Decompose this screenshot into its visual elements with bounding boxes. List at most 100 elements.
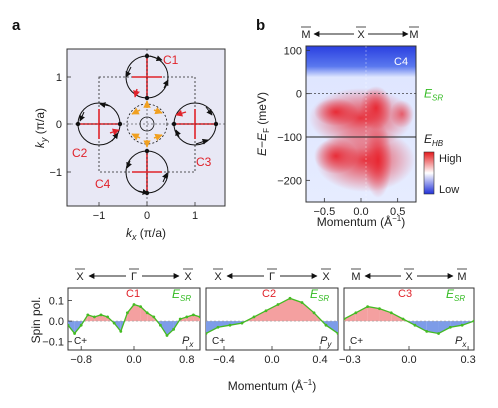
e-esr-label: ESR xyxy=(446,287,465,303)
c-loop-label: C1 xyxy=(126,288,140,300)
positive-area-segment xyxy=(134,304,141,322)
a-ytick-0: 1 xyxy=(56,72,62,84)
data-point xyxy=(288,296,292,300)
spin-arrows xyxy=(79,55,213,195)
data-point xyxy=(354,311,358,315)
data-point xyxy=(106,315,109,319)
data-point xyxy=(366,305,370,308)
b-xtick-label: −0.5 xyxy=(313,206,335,218)
positive-area-segment xyxy=(367,306,380,322)
colorbar xyxy=(423,151,435,195)
a-xtick-2: 1 xyxy=(192,210,198,222)
c-ytick-label: −0.1 xyxy=(42,337,64,349)
data-point xyxy=(152,315,156,319)
xtick-label: 0.4 xyxy=(312,354,327,366)
data-point xyxy=(68,323,70,327)
data-point xyxy=(324,323,328,327)
spin-polarization-line xyxy=(344,305,474,335)
top-symmetry-label: X xyxy=(184,271,192,283)
spin-polarization-line xyxy=(206,297,338,335)
data-point xyxy=(206,332,208,335)
a-xtick-1: 0 xyxy=(144,210,150,222)
data-point xyxy=(93,315,96,319)
data-point xyxy=(73,332,76,335)
shared-xlabel: Momentum (Å−1) xyxy=(228,378,316,393)
lower-panels-axes: −0.8 0.0 0.8 X Γ X −0.4 0.0 0.4 X Γ X −0.3 0.0 0.3 M X M 0… xyxy=(42,268,476,366)
data-point xyxy=(240,321,244,325)
data-point xyxy=(448,325,452,329)
top-symmetry-label: Γ xyxy=(131,271,137,283)
d-corner-left: C+ xyxy=(212,336,225,347)
e-area xyxy=(344,305,474,335)
data-point xyxy=(79,323,83,327)
data-point xyxy=(192,313,195,317)
panel-c: c C1 ESR C+ Px xyxy=(67,287,201,351)
data-point xyxy=(413,323,417,327)
positive-area-segment xyxy=(278,298,290,322)
d-corner-right: Py xyxy=(320,335,332,349)
panel-b: b C4 M X M ESR xyxy=(255,17,462,229)
d-esr-label: ESR xyxy=(310,287,329,303)
a-xtick-0: −1 xyxy=(93,210,106,222)
data-point xyxy=(126,311,129,315)
data-point xyxy=(252,315,256,319)
b-ehb-label: EHB xyxy=(424,132,444,148)
positive-area-segment xyxy=(140,306,148,322)
e-corner-left: C+ xyxy=(350,336,363,347)
b-ytick-label: −200 xyxy=(277,175,302,187)
data-point xyxy=(159,323,162,327)
top-symmetry-label: M xyxy=(457,271,466,283)
data-point xyxy=(172,327,176,331)
panel-letter-b: b xyxy=(256,17,265,34)
xtick-label: −0.8 xyxy=(70,354,92,366)
b-xlabel: Momentum (Å−1) xyxy=(317,214,405,229)
negative-area-segment xyxy=(206,321,218,334)
positive-area-segment xyxy=(290,298,302,322)
a-xlabel: kx (π/a) xyxy=(126,226,166,242)
negative-area-segment xyxy=(414,321,427,332)
c-area xyxy=(68,303,200,337)
panel-d: d C2 ESR C+ Py xyxy=(205,287,339,351)
xtick-label: −0.3 xyxy=(339,354,361,366)
a-ytick-2: −1 xyxy=(49,167,62,179)
positive-area-segment xyxy=(127,304,134,322)
data-point xyxy=(378,307,381,311)
xtick-label: 0.8 xyxy=(179,354,194,366)
b-ytick-label: 0 xyxy=(296,89,302,101)
e-loop-label: C3 xyxy=(398,288,412,300)
data-point xyxy=(460,323,464,327)
negative-area-segment xyxy=(326,321,338,334)
panel-a-ticks xyxy=(67,76,196,206)
loop-label-c2: C2 xyxy=(72,146,88,160)
top-symmetry-label: X xyxy=(76,271,84,283)
data-point xyxy=(86,313,90,317)
data-point xyxy=(178,317,182,321)
data-point xyxy=(401,317,405,321)
c-ylabel: Spin pol. xyxy=(29,297,43,344)
loop-label-c4: C4 xyxy=(95,177,111,191)
d-loop-label: C2 xyxy=(262,288,276,300)
b-top-label-2: M xyxy=(409,29,418,41)
b-ylabel: E−EF (meV) xyxy=(255,92,271,156)
xtick-label: 0.0 xyxy=(264,354,279,366)
data-point xyxy=(119,330,123,333)
b-top-label-0: M xyxy=(301,29,310,41)
data-point xyxy=(344,317,346,321)
b-xtick-label: 0.5 xyxy=(390,206,405,218)
data-point xyxy=(165,334,169,337)
data-point xyxy=(437,332,440,335)
data-point xyxy=(99,313,103,317)
arpes-heatmap xyxy=(306,46,416,202)
b-ytick-label: −100 xyxy=(277,132,302,144)
data-point xyxy=(276,303,280,306)
panel-letter-a: a xyxy=(12,17,21,34)
loop-label-c1: C1 xyxy=(163,53,179,67)
data-point xyxy=(216,325,220,329)
d-area xyxy=(206,296,338,335)
c-corner-right: Px xyxy=(182,335,194,349)
heatmap-red-bands xyxy=(309,86,415,198)
top-symmetry-label: X xyxy=(322,271,330,283)
colorbar-high-label: High xyxy=(439,153,462,165)
data-point xyxy=(198,315,200,319)
